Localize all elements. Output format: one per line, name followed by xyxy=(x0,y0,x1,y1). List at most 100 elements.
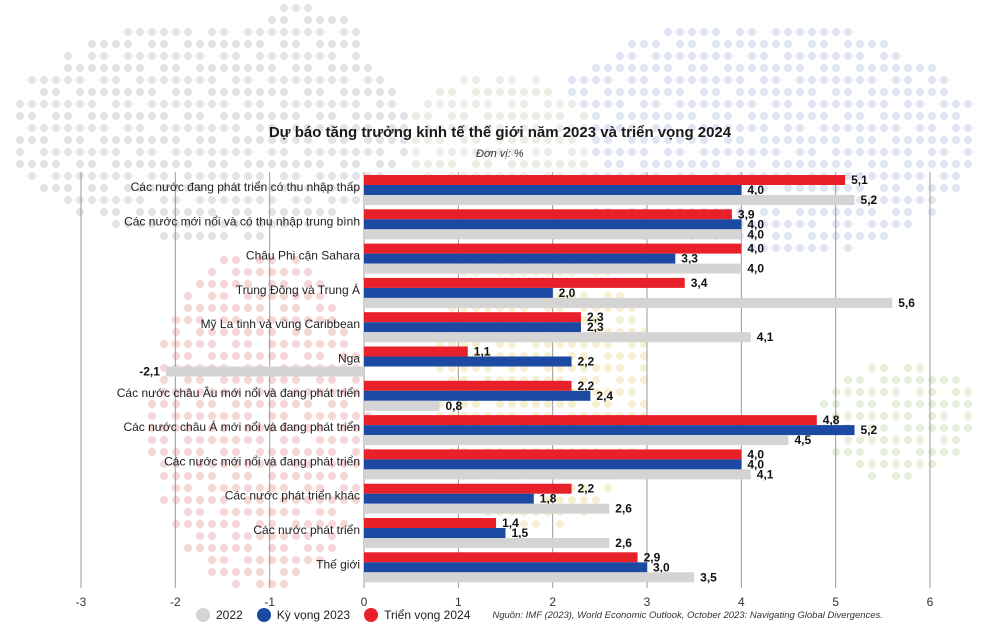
map-dot xyxy=(772,208,780,216)
map-dot xyxy=(880,376,888,384)
map-dot xyxy=(16,112,24,120)
map-dot xyxy=(532,76,540,84)
map-dot xyxy=(544,496,552,504)
map-dot xyxy=(220,496,228,504)
map-dot xyxy=(616,352,624,360)
map-dot xyxy=(232,412,240,420)
map-dot xyxy=(628,388,636,396)
map-dot xyxy=(316,16,324,24)
map-dot xyxy=(352,352,360,360)
map-dot xyxy=(316,520,324,528)
map-dot xyxy=(232,544,240,552)
map-dot xyxy=(280,544,288,552)
map-dot xyxy=(532,400,540,408)
map-dot xyxy=(628,352,636,360)
map-dot xyxy=(280,340,288,348)
map-dot xyxy=(304,448,312,456)
map-dot xyxy=(100,112,108,120)
map-dot xyxy=(880,436,888,444)
map-dot xyxy=(664,76,672,84)
map-dot xyxy=(256,28,264,36)
value-label: 1,1 xyxy=(474,345,491,359)
map-dot xyxy=(244,268,252,276)
map-dot xyxy=(580,484,588,492)
map-dot xyxy=(748,244,756,252)
map-dot xyxy=(232,352,240,360)
map-dot xyxy=(664,124,672,132)
map-dot xyxy=(184,160,192,168)
map-dot xyxy=(148,448,156,456)
map-dot xyxy=(136,208,144,216)
map-dot xyxy=(292,520,300,528)
value-label: 4,0 xyxy=(747,217,764,231)
map-dot xyxy=(856,52,864,60)
map-dot xyxy=(64,124,72,132)
map-dot xyxy=(172,352,180,360)
map-dot xyxy=(592,364,600,372)
map-dot xyxy=(328,100,336,108)
map-dot xyxy=(352,88,360,96)
map-dot xyxy=(184,412,192,420)
map-dot xyxy=(304,328,312,336)
map-dot xyxy=(124,184,132,192)
map-dot xyxy=(556,400,564,408)
map-dot xyxy=(340,388,348,396)
map-dot xyxy=(304,160,312,168)
map-dot xyxy=(772,112,780,120)
map-dot xyxy=(88,52,96,60)
map-dot xyxy=(160,40,168,48)
map-dot xyxy=(292,460,300,468)
map-dot xyxy=(604,136,612,144)
map-dot xyxy=(304,16,312,24)
map-dot xyxy=(232,508,240,516)
map-dot xyxy=(844,376,852,384)
map-dot xyxy=(424,100,432,108)
map-dot xyxy=(868,76,876,84)
map-dot xyxy=(100,136,108,144)
map-dot xyxy=(916,136,924,144)
map-dot xyxy=(856,172,864,180)
map-dot xyxy=(316,388,324,396)
map-dot xyxy=(736,160,744,168)
map-dot xyxy=(316,148,324,156)
map-dot xyxy=(892,460,900,468)
map-dot xyxy=(952,400,960,408)
map-dot xyxy=(796,76,804,84)
map-dot xyxy=(724,136,732,144)
map-dot xyxy=(388,160,396,168)
map-dot xyxy=(880,412,888,420)
value-label: 2,6 xyxy=(615,502,632,516)
map-dot xyxy=(256,292,264,300)
value-label: 2,2 xyxy=(578,355,595,369)
map-dot xyxy=(844,88,852,96)
map-dot xyxy=(868,40,876,48)
map-dot xyxy=(328,136,336,144)
map-dot xyxy=(748,100,756,108)
map-dot xyxy=(172,52,180,60)
map-dot xyxy=(280,160,288,168)
bar xyxy=(364,229,742,240)
map-dot xyxy=(124,160,132,168)
map-dot xyxy=(184,520,192,528)
map-dot xyxy=(208,340,216,348)
map-dot xyxy=(244,400,252,408)
map-dot xyxy=(316,172,324,180)
map-dot xyxy=(196,40,204,48)
map-dot xyxy=(292,268,300,276)
map-dot xyxy=(880,112,888,120)
map-dot xyxy=(304,88,312,96)
map-dot xyxy=(736,88,744,96)
map-dot xyxy=(808,208,816,216)
map-dot xyxy=(160,496,168,504)
map-dot xyxy=(220,304,228,312)
map-dot xyxy=(112,172,120,180)
map-dot xyxy=(316,100,324,108)
map-dot xyxy=(328,40,336,48)
map-dot xyxy=(808,232,816,240)
map-dot xyxy=(424,136,432,144)
map-dot xyxy=(748,232,756,240)
map-dot xyxy=(664,112,672,120)
map-dot xyxy=(88,172,96,180)
map-dot xyxy=(196,124,204,132)
map-dot xyxy=(232,472,240,480)
